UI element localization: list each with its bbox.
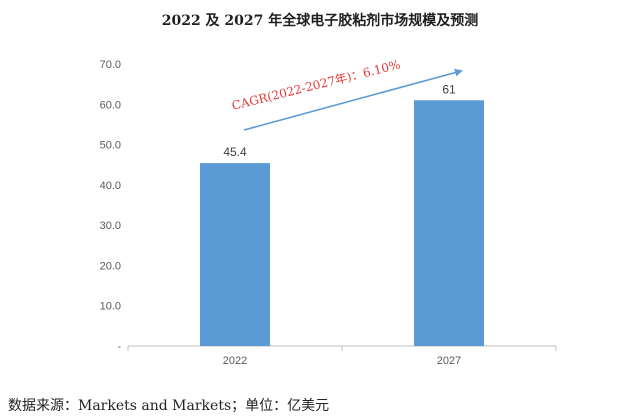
y-tick-label: 30.0 [100, 220, 121, 232]
cagr-annotation: CAGR(2022-2027年)：6.10% [230, 57, 401, 112]
y-tick-label: - [117, 341, 121, 353]
x-axis: 2022 2027 [127, 345, 557, 367]
y-tick-label: 40.0 [100, 180, 121, 192]
x-tick-label: 2022 [223, 355, 247, 367]
y-tick-label: 70.0 [100, 59, 121, 71]
cagr-arrow [243, 68, 463, 131]
y-tick-label: 50.0 [100, 140, 121, 152]
data-label-2022: 45.4 [223, 145, 247, 159]
bar-2022 [200, 163, 270, 346]
bar-2027 [414, 100, 484, 346]
chart-title: 2022 及 2027 年全球电子胶粘剂市场规模及预测 [162, 12, 479, 29]
data-label-2027: 61 [442, 82, 456, 96]
y-tick-label: 20.0 [100, 260, 121, 272]
y-tick-label: 10.0 [100, 301, 121, 313]
y-tick-label: 60.0 [100, 99, 121, 111]
data-source: 数据来源：Markets and Markets；单位：亿美元 [8, 398, 329, 414]
data-labels: 45.4 61 [223, 82, 456, 159]
bars [200, 100, 484, 346]
x-tick-label: 2027 [437, 355, 461, 367]
y-axis: - 10.0 20.0 30.0 40.0 50.0 60.0 70.0 [100, 59, 122, 353]
